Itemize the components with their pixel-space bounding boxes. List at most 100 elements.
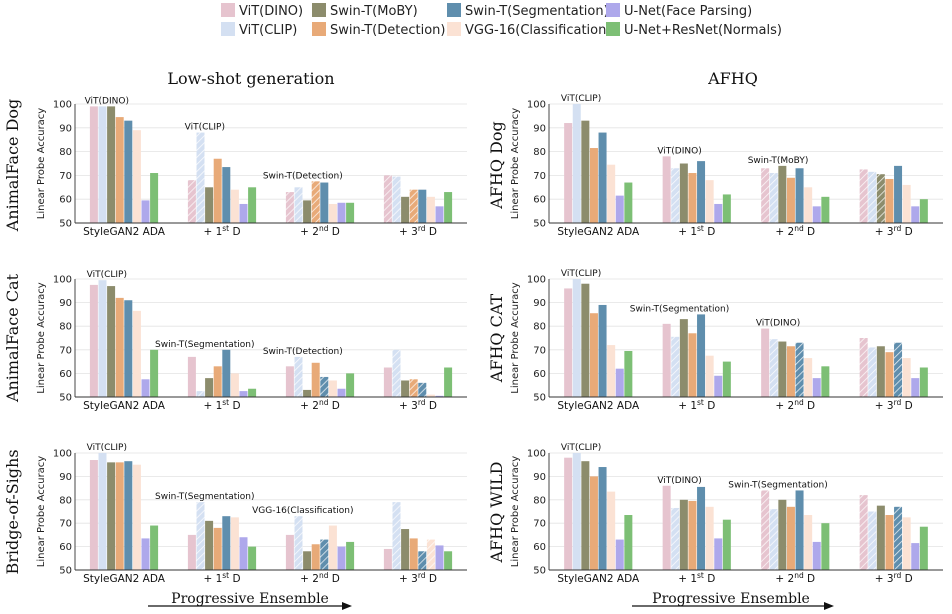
bar-vit-dino <box>564 288 573 397</box>
bar-u-net-face-parsing <box>911 543 920 570</box>
bar-swin-t-detection <box>885 352 894 397</box>
legend-item-swin-det: Swin-T(Detection) <box>312 22 445 38</box>
bar-u-net-face-parsing <box>239 537 248 570</box>
bar-u-net-face-parsing <box>812 206 821 223</box>
bar-vit-dino <box>383 175 392 223</box>
legend-item-swin-moby: Swin-T(MoBY) <box>312 3 418 19</box>
bar-vit-clip <box>294 516 303 570</box>
bar-vit-dino <box>285 534 294 570</box>
bar-annotation: Swin-T(Detection) <box>263 171 343 181</box>
panel-label-animalface-cat: AnimalFace Cat <box>3 273 22 403</box>
y-tick-label: 70 <box>59 345 72 356</box>
bar-swin-t-detection <box>311 362 320 397</box>
bar-u-net-face-parsing <box>141 200 150 223</box>
panel-label-afhq-dog: AFHQ Dog <box>487 121 506 210</box>
bar-vit-dino <box>187 180 196 223</box>
y-axis-label: Linear Probe Accuracy <box>510 282 521 394</box>
bar-vit-clip <box>196 502 205 570</box>
bar-vgg-16-classification <box>230 189 239 223</box>
legend-label: U-Net+ResNet(Normals) <box>624 23 782 38</box>
bar-vgg-16-classification <box>804 358 813 397</box>
y-tick-label: 50 <box>59 566 72 577</box>
column-title-lowshot: Low-shot generation <box>167 69 334 88</box>
legend-swatch <box>312 22 326 36</box>
bar-vit-dino <box>89 460 98 570</box>
bar-vit-clip <box>572 104 581 223</box>
bar-annotation: Swin-T(Segmentation) <box>728 480 827 490</box>
bar-swin-t-segmentation <box>697 486 706 570</box>
bar-annotation: Swin-T(Segmentation) <box>155 340 254 350</box>
bar-u-net-face-parsing <box>812 378 821 397</box>
bar-swin-t-moby <box>107 462 116 570</box>
bar-annotation: ViT(DINO) <box>85 96 129 106</box>
x-tick-label: StyleGAN2 ADA <box>83 226 166 238</box>
bar-swin-t-segmentation <box>697 161 706 223</box>
progressive-ensemble-right: Progressive Ensemble <box>632 591 834 610</box>
bar-vgg-16-classification <box>607 491 616 570</box>
bar-vit-dino <box>187 534 196 570</box>
bar-u-net-resnet-normals <box>150 525 159 570</box>
bar-annotation: ViT(CLIP) <box>561 269 601 279</box>
bar-swin-t-detection <box>885 515 894 570</box>
x-tick-label: + 2nd D <box>300 571 340 585</box>
bar-swin-t-detection <box>688 173 697 223</box>
bar-swin-t-moby <box>778 341 787 397</box>
chart-afhq-cat: 50 60 70 80 90 100 Linear Probe Accuracy StyleG… <box>510 269 943 412</box>
column-title-afhq: AFHQ <box>707 69 758 88</box>
x-tick-label: + 2nd D <box>775 398 815 412</box>
progressive-label: Progressive Ensemble <box>652 591 810 607</box>
y-axis-label: Linear Probe Accuracy <box>36 282 47 394</box>
bar-vit-clip <box>868 347 877 397</box>
bar-swin-t-detection <box>409 189 418 223</box>
chart-afhq-dog: 50 60 70 80 90 100 Linear Probe Accuracy StyleG… <box>510 94 943 238</box>
bar-annotation: ViT(DINO) <box>657 146 701 156</box>
y-tick-label: 90 <box>59 298 72 309</box>
bar-vit-clip <box>196 132 205 223</box>
bar-swin-t-segmentation <box>124 461 133 570</box>
bar-vgg-16-classification <box>426 196 435 223</box>
y-tick-label: 100 <box>53 275 72 286</box>
bar-vit-clip <box>294 187 303 223</box>
legend-swatch <box>447 3 461 17</box>
bar-swin-t-segmentation <box>222 167 231 223</box>
bar-vit-dino <box>89 284 98 397</box>
bar-vgg-16-classification <box>607 345 616 397</box>
y-tick-label: 70 <box>59 171 72 182</box>
bar-u-net-resnet-normals <box>821 523 830 570</box>
y-tick-label: 100 <box>53 100 72 111</box>
bar-u-net-face-parsing <box>239 391 248 397</box>
bar-swin-t-moby <box>876 174 885 223</box>
x-tick-label: + 1st D <box>203 571 240 585</box>
bar-vit-clip <box>294 356 303 397</box>
x-tick-label: StyleGAN2 ADA <box>83 573 166 585</box>
bar-u-net-resnet-normals <box>722 194 731 223</box>
legend-label: Swin-T(Detection) <box>330 23 445 38</box>
y-tick-label: 100 <box>527 100 546 111</box>
chart-bridge-of-sighs: 50 60 70 80 90 100 Linear Probe Accuracy StyleG… <box>36 443 467 585</box>
y-axis-label: Linear Probe Accuracy <box>36 456 47 568</box>
y-tick-label: 80 <box>59 322 72 333</box>
bar-swin-t-segmentation <box>697 314 706 397</box>
y-tick-label: 100 <box>53 449 72 460</box>
bar-u-net-resnet-normals <box>346 202 355 223</box>
bar-vgg-16-classification <box>902 358 911 397</box>
bar-swin-t-segmentation <box>124 120 133 223</box>
bar-vit-clip <box>392 176 401 223</box>
x-tick-label: + 3rd D <box>875 224 913 238</box>
x-tick-label: + 3rd D <box>399 398 437 412</box>
y-tick-label: 80 <box>533 147 546 158</box>
bar-u-net-face-parsing <box>141 538 150 570</box>
x-tick-label: + 1st D <box>678 398 715 412</box>
y-tick-label: 80 <box>533 495 546 506</box>
bar-vgg-16-classification <box>132 464 141 570</box>
bar-u-net-face-parsing <box>714 203 723 223</box>
y-tick-label: 50 <box>533 566 546 577</box>
bar-u-net-resnet-normals <box>444 551 453 570</box>
bar-u-net-resnet-normals <box>919 199 928 223</box>
bar-u-net-face-parsing <box>337 546 346 570</box>
bar-vit-dino <box>662 485 671 570</box>
x-tick-label: + 3rd D <box>875 571 913 585</box>
bar-vit-clip <box>98 106 107 223</box>
bar-annotation: ViT(CLIP) <box>87 270 127 280</box>
chart-animalface-dog: 50 60 70 80 90 100 Linear Probe Accuracy StyleG… <box>36 96 467 238</box>
